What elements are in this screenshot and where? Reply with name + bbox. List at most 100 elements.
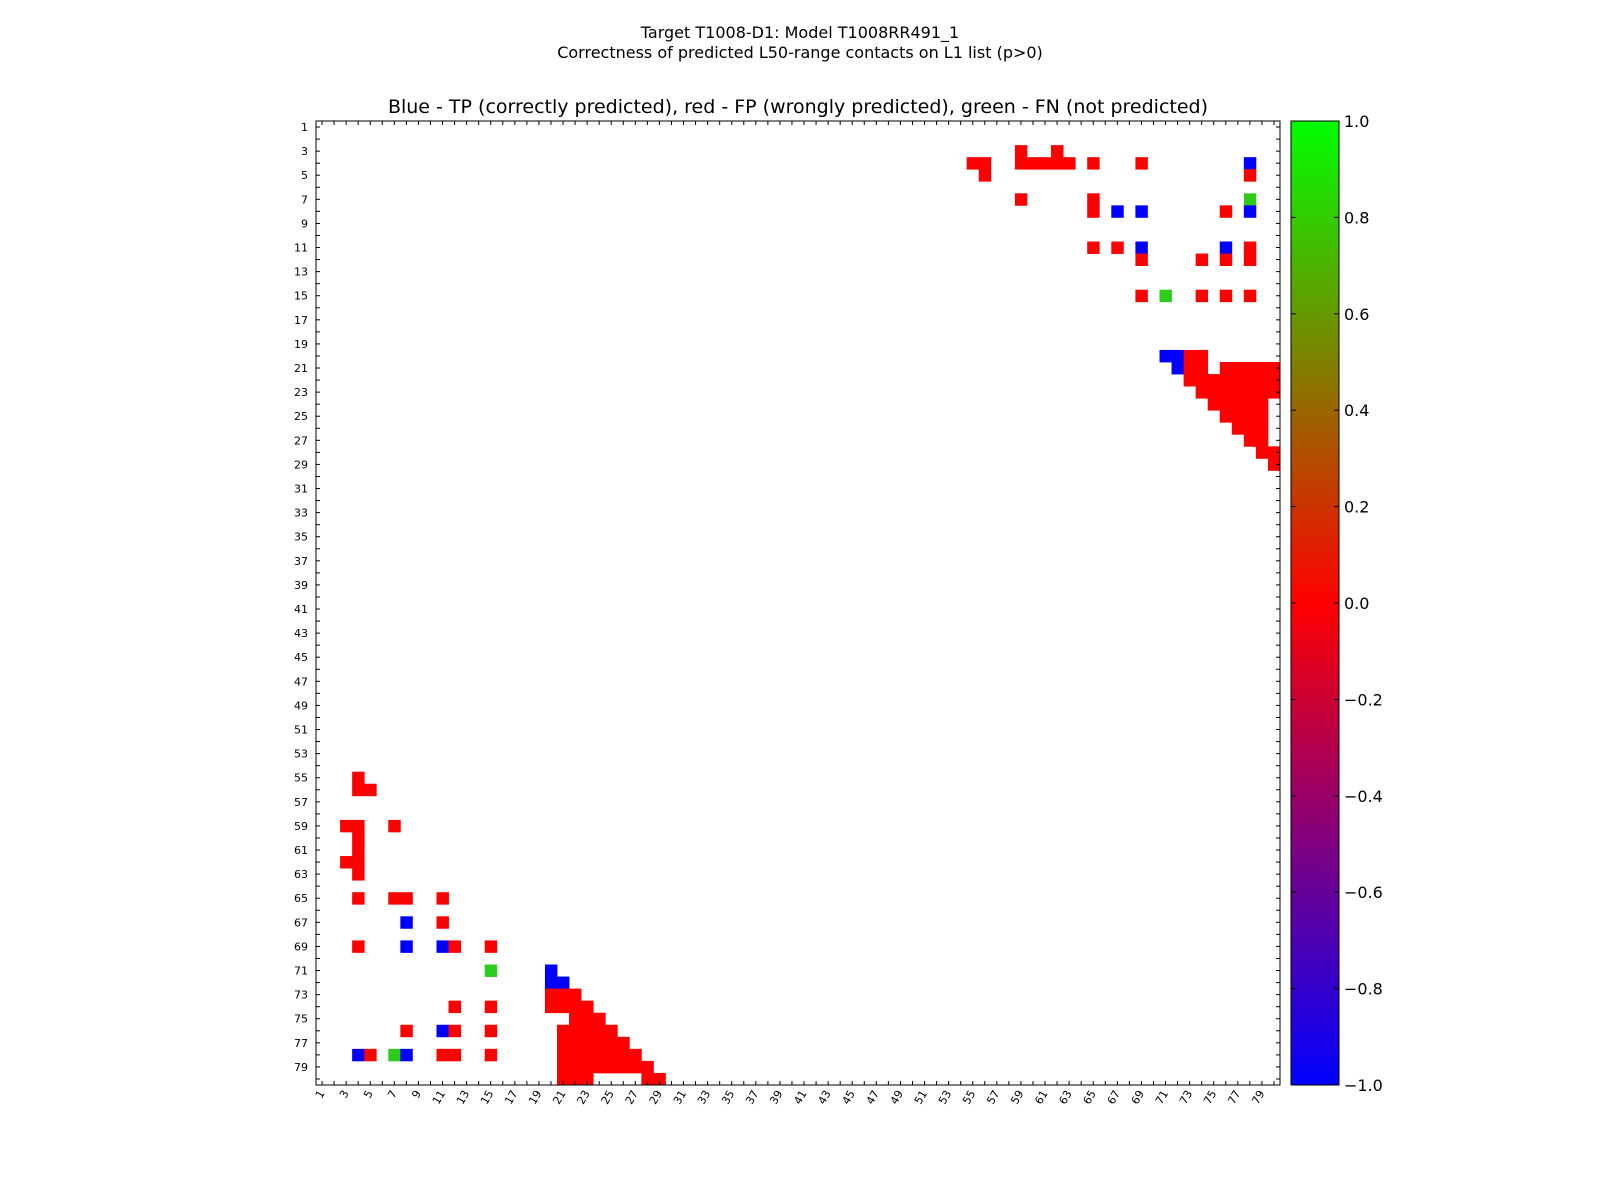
contact-cell xyxy=(1195,374,1209,387)
y-tick-label: 71 xyxy=(294,965,308,978)
contact-cell xyxy=(1219,241,1233,254)
x-tick-label: 39 xyxy=(767,1088,785,1107)
contact-cell-mirror xyxy=(569,1024,582,1038)
contact-cell xyxy=(978,157,992,170)
contact-cell-mirror xyxy=(388,1048,401,1062)
contact-cell-mirror xyxy=(581,1024,594,1038)
contact-cell-mirror xyxy=(557,988,570,1002)
contact-cell-mirror xyxy=(436,892,449,905)
contact-cell xyxy=(1267,386,1281,399)
y-tick-label: 53 xyxy=(294,748,308,761)
contact-cell xyxy=(1135,157,1148,170)
y-tick-label: 39 xyxy=(294,579,308,592)
x-tick-label: 23 xyxy=(574,1088,592,1107)
contact-cell xyxy=(1243,434,1257,447)
y-tick-label: 5 xyxy=(301,169,308,182)
contact-cell-mirror xyxy=(593,1048,606,1062)
contact-cell xyxy=(1171,362,1184,375)
contact-cell xyxy=(1255,446,1269,459)
contact-cell xyxy=(1159,349,1172,363)
contact-cell-mirror xyxy=(581,1036,594,1050)
contact-cell xyxy=(1039,157,1052,170)
contact-cell-mirror xyxy=(569,1048,582,1062)
contact-cell-mirror xyxy=(436,1048,449,1062)
contact-cell xyxy=(1243,193,1257,206)
plot-frame xyxy=(315,120,1281,1086)
contact-cell-mirror xyxy=(544,1000,558,1014)
y-tick-label: 27 xyxy=(294,434,308,447)
contact-cell-mirror xyxy=(544,976,558,989)
y-tick-label: 61 xyxy=(294,844,308,857)
y-tick-label: 33 xyxy=(294,507,308,520)
contact-cell-mirror xyxy=(557,976,570,989)
contact-cell xyxy=(1051,157,1064,170)
contact-cell-mirror xyxy=(581,1060,594,1074)
x-tick-label: 67 xyxy=(1105,1088,1123,1107)
contact-cell xyxy=(1195,386,1209,399)
contact-cell xyxy=(1231,362,1245,375)
contact-cell xyxy=(1014,193,1028,206)
y-tick-label: 59 xyxy=(294,820,308,833)
x-tick-label: 17 xyxy=(502,1088,520,1107)
contact-cell-mirror xyxy=(400,1048,413,1062)
contact-cell xyxy=(1195,349,1209,363)
contact-cell-mirror xyxy=(544,964,558,977)
y-tick-label: 43 xyxy=(294,627,308,640)
contact-cell xyxy=(1231,398,1245,411)
x-tick-label: 61 xyxy=(1032,1088,1050,1107)
x-tick-label: 7 xyxy=(385,1088,400,1101)
contact-cell-mirror xyxy=(569,988,582,1002)
y-tick-label: 57 xyxy=(294,796,308,809)
contact-cell xyxy=(1231,422,1245,435)
x-tick-label: 25 xyxy=(599,1088,617,1107)
x-tick-label: 47 xyxy=(864,1088,882,1107)
contact-cell-mirror xyxy=(352,856,365,869)
x-tick-label: 65 xyxy=(1081,1088,1099,1107)
contact-cell-mirror xyxy=(593,1060,606,1074)
contact-cell-mirror xyxy=(581,1048,594,1062)
contact-cell xyxy=(1243,253,1257,266)
x-tick-label: 45 xyxy=(840,1088,858,1107)
contact-cell-mirror xyxy=(388,892,401,905)
contact-cell-mirror xyxy=(340,819,353,833)
y-tick-label: 77 xyxy=(294,1037,308,1050)
contact-cell xyxy=(1231,374,1245,387)
contact-cell xyxy=(1267,374,1281,387)
x-tick-label: 9 xyxy=(409,1088,424,1101)
contact-cell xyxy=(1243,410,1257,423)
contact-cell-mirror xyxy=(352,819,365,833)
contact-cell-mirror xyxy=(605,1036,618,1050)
contact-cell-mirror xyxy=(605,1060,618,1074)
ticks-group xyxy=(316,121,1280,1085)
contact-cell-mirror xyxy=(448,1000,461,1014)
contact-cell-mirror xyxy=(484,1000,498,1014)
contact-cell-mirror xyxy=(352,868,365,881)
colorbar-tick-label: −0.2 xyxy=(1344,690,1383,709)
contact-cell-mirror xyxy=(593,1024,606,1038)
colorbar-tick-label: −1.0 xyxy=(1344,1076,1383,1095)
colorbar-tick-label: 0.0 xyxy=(1344,594,1369,613)
contact-cell xyxy=(1087,193,1100,206)
contact-cell xyxy=(1207,386,1221,399)
y-tick-label: 45 xyxy=(294,651,308,664)
y-tick-label: 11 xyxy=(294,242,308,255)
x-tick-label: 75 xyxy=(1201,1088,1219,1107)
contact-cell-mirror xyxy=(617,1036,630,1050)
contact-cell xyxy=(1219,410,1233,423)
x-tick-label: 33 xyxy=(695,1088,713,1107)
contact-cell-mirror xyxy=(653,1072,666,1086)
y-tick-label: 29 xyxy=(294,458,308,471)
contact-cell xyxy=(1087,157,1100,170)
contact-cell-mirror xyxy=(593,1012,606,1026)
contact-cell xyxy=(1231,386,1245,399)
contact-cell xyxy=(1207,398,1221,411)
contact-cell xyxy=(1243,362,1257,375)
contact-cell-mirror xyxy=(436,940,449,953)
contact-cell-mirror xyxy=(352,831,365,845)
contact-cell-mirror xyxy=(557,1072,570,1086)
x-tick-label: 35 xyxy=(719,1088,737,1107)
x-tick-label: 43 xyxy=(815,1088,833,1107)
y-tick-label: 31 xyxy=(294,483,308,496)
x-tick-label: 51 xyxy=(912,1088,930,1107)
contact-cell xyxy=(1243,289,1257,303)
